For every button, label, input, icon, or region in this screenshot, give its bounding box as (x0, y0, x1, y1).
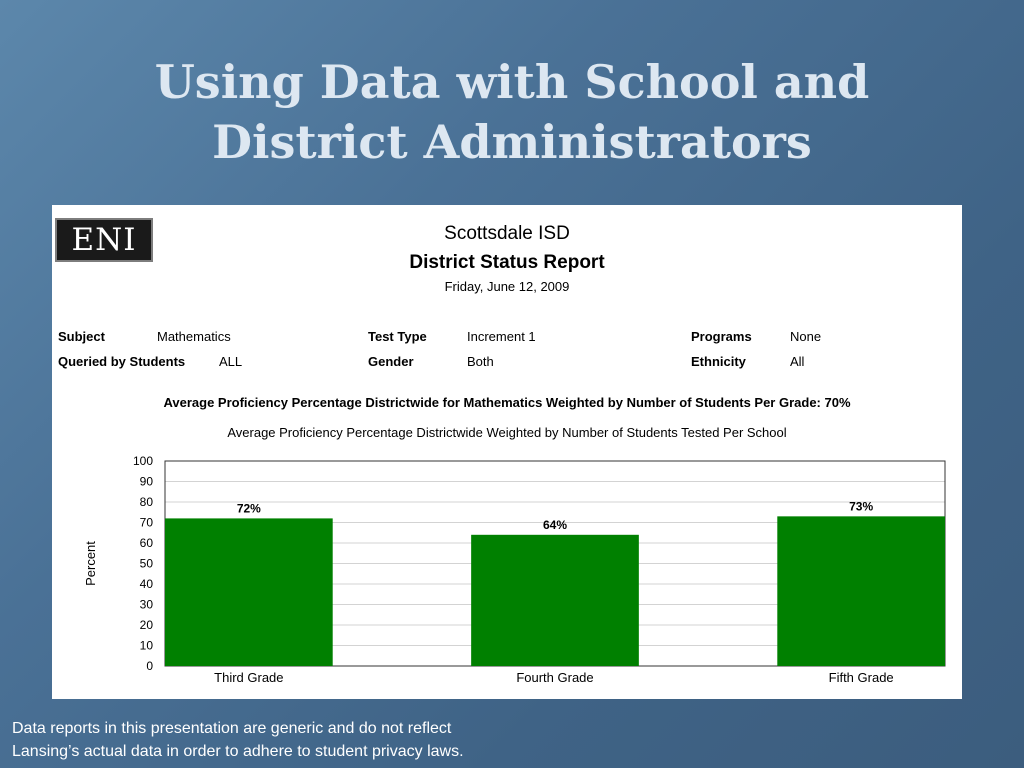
y-tick-label: 70 (140, 516, 154, 530)
slide-title: Using Data with School and District Admi… (0, 52, 1024, 172)
report-date: Friday, June 12, 2009 (444, 279, 570, 294)
x-tick-label: Fifth Grade (829, 670, 894, 685)
report-title: District Status Report (409, 252, 605, 273)
data-label: 72% (237, 501, 261, 515)
privacy-footnote: Data reports in this presentation are ge… (12, 717, 464, 763)
y-tick-label: 30 (140, 598, 154, 612)
y-axis-label: Percent (83, 541, 98, 586)
subject-value: Mathematics (157, 329, 231, 344)
bar (471, 534, 639, 666)
data-label: 64% (543, 518, 567, 532)
organization-name: Scottsdale ISD (444, 223, 570, 244)
report-image: ENI Scottsdale ISD District Status Repor… (52, 205, 962, 699)
y-tick-label: 0 (146, 659, 153, 673)
ethnicity-label: Ethnicity (691, 354, 746, 369)
logo-text: ENI (71, 221, 137, 258)
queried-by-value: ALL (219, 354, 243, 369)
eni-logo: ENI (55, 218, 153, 262)
y-tick-label: 60 (140, 536, 154, 550)
y-tick-label: 80 (140, 495, 154, 509)
subject-label: Subject (58, 329, 105, 344)
test-type-value: Increment 1 (467, 329, 536, 344)
footnote-line-1: Data reports in this presentation are ge… (12, 720, 452, 737)
bar-chart: 0 10 20 30 40 50 60 70 80 90 100 72% Third Grade 64% F… (83, 454, 946, 685)
x-tick-label: Fourth Grade (516, 670, 593, 685)
footnote-line-2: Lansing’s actual data in order to adhere… (12, 743, 464, 760)
data-label: 73% (849, 499, 873, 513)
ethnicity-value: All (790, 354, 805, 369)
y-tick-label: 50 (140, 557, 154, 571)
y-tick-label: 40 (140, 577, 154, 591)
gender-label: Gender (368, 354, 414, 369)
y-tick-label: 90 (140, 475, 154, 489)
slide-title-line-1: Using Data with School and (154, 55, 870, 109)
test-type-label: Test Type (368, 329, 427, 344)
chart-title: Average Proficiency Percentage Districtw… (227, 425, 787, 440)
queried-by-label: Queried by Students (58, 354, 186, 369)
programs-label: Programs (691, 329, 752, 344)
bar (777, 516, 945, 666)
y-tick-label: 20 (140, 618, 154, 632)
x-tick-label: Third Grade (214, 670, 283, 685)
y-tick-label: 100 (133, 454, 153, 468)
bar (165, 518, 333, 666)
programs-value: None (790, 329, 822, 344)
gender-value: Both (467, 354, 494, 369)
slide-title-line-2: District Administrators (212, 115, 812, 169)
y-tick-label: 10 (140, 639, 154, 653)
average-headline: Average Proficiency Percentage Districtw… (163, 395, 851, 410)
